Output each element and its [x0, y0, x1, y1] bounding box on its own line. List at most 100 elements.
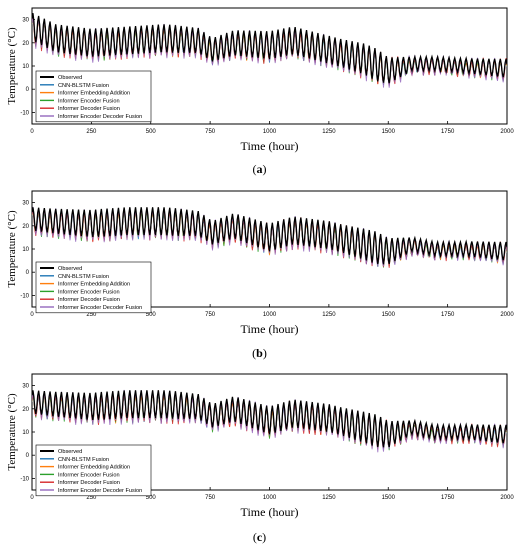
- x-axis-label: Time (hour): [241, 322, 299, 336]
- x-tick: 1500: [382, 121, 396, 135]
- y-tick-label: 0: [26, 270, 30, 276]
- x-tick: 0: [30, 487, 34, 501]
- legend-entry: Observed: [58, 449, 82, 455]
- y-tick-label: 10: [22, 247, 29, 253]
- x-tick-label: 1750: [441, 312, 455, 318]
- caption-c-label: c: [256, 530, 263, 544]
- caption-a: (a): [252, 162, 267, 176]
- legend: Observed CNN-BLSTM Fusion Informer Embeddi…: [35, 444, 152, 497]
- series-group: [32, 206, 507, 268]
- x-tick-label: 750: [205, 495, 216, 501]
- x-tick-label: 1000: [263, 495, 277, 501]
- legend-entry: Informer Encoder Fusion: [58, 98, 120, 104]
- x-tick: 1250: [322, 304, 336, 318]
- y-tick-label: -10: [20, 293, 29, 299]
- legend-box: [35, 70, 152, 123]
- y-tick-label: 20: [22, 407, 29, 413]
- x-tick-label: 1250: [322, 312, 336, 318]
- y-tick: -10: [20, 110, 35, 116]
- x-tick-label: 500: [146, 129, 157, 135]
- legend-entry: CNN-BLSTM Fusion: [58, 457, 109, 463]
- y-tick: 10: [22, 247, 35, 253]
- x-tick: 1250: [322, 487, 336, 501]
- y-tick: 30: [22, 384, 35, 390]
- y-tick: 10: [22, 430, 35, 436]
- legend-entry: Informer Embedding Addition: [58, 91, 130, 97]
- legend-entry: CNN-BLSTM Fusion: [58, 83, 109, 89]
- x-tick-label: 500: [146, 312, 157, 318]
- x-tick-label: 1750: [441, 129, 455, 135]
- x-tick-label: 750: [205, 129, 216, 135]
- chart-panel-c: 0 250 500 750 1000 1250 1500 1750 2000 -10 0 10 20 30…: [0, 366, 519, 550]
- legend: Observed CNN-BLSTM Fusion Informer Embeddi…: [35, 70, 152, 123]
- legend-entry: Informer Encoder Fusion: [58, 472, 120, 478]
- x-tick-label: 1000: [263, 312, 277, 318]
- x-tick: 1750: [441, 304, 455, 318]
- y-tick: 30: [22, 201, 35, 207]
- y-tick: 0: [26, 87, 35, 93]
- x-tick: 1500: [382, 487, 396, 501]
- x-tick: 1250: [322, 121, 336, 135]
- y-tick-label: 0: [26, 87, 30, 93]
- y-tick-label: 30: [22, 201, 29, 207]
- caption-b: (b): [252, 346, 267, 360]
- legend-entry: Informer Encoder Decoder Fusion: [58, 305, 142, 311]
- legend-box: [35, 444, 152, 497]
- y-tick: 10: [22, 64, 35, 70]
- legend-entry: Informer Encoder Decoder Fusion: [58, 114, 142, 120]
- y-axis-label: Temperature (°C): [6, 210, 18, 288]
- x-tick-label: 0: [30, 129, 34, 135]
- series-group: [32, 13, 507, 88]
- x-tick-label: 250: [86, 129, 97, 135]
- series-line-observed: [32, 13, 507, 84]
- line-chart-b: 0 250 500 750 1000 1250 1500 1750 2000 -10 0 10 20 30…: [6, 190, 514, 336]
- x-tick-label: 2000: [500, 495, 514, 501]
- y-tick: -10: [20, 476, 35, 482]
- y-tick-label: 10: [22, 430, 29, 436]
- x-tick: 1750: [441, 121, 455, 135]
- x-tick-label: 0: [30, 495, 34, 501]
- legend-entry: Informer Decoder Fusion: [58, 480, 120, 486]
- x-tick-label: 1000: [263, 129, 277, 135]
- x-tick-label: 1250: [322, 129, 336, 135]
- x-tick: 2000: [500, 121, 514, 135]
- x-axis-label: Time (hour): [241, 139, 299, 153]
- x-tick: 0: [30, 121, 34, 135]
- legend-entry: Informer Decoder Fusion: [58, 106, 120, 112]
- x-tick-label: 2000: [500, 312, 514, 318]
- y-axis-label: Temperature (°C): [6, 393, 18, 471]
- legend-entry: Informer Encoder Fusion: [58, 289, 120, 295]
- y-tick: 0: [26, 453, 35, 459]
- y-tick-label: 20: [22, 41, 29, 47]
- legend-entry: Observed: [58, 75, 82, 81]
- x-axis-label: Time (hour): [241, 505, 299, 519]
- x-tick: 1000: [263, 121, 277, 135]
- y-tick-label: 10: [22, 64, 29, 70]
- y-tick-label: -10: [20, 110, 29, 116]
- x-tick: 2000: [500, 487, 514, 501]
- legend-entry: Observed: [58, 266, 82, 272]
- chart-panel-a: 0 250 500 750 1000 1250 1500 1750 2000 -10 0 10 20 30…: [0, 0, 519, 182]
- y-tick: 0: [26, 270, 35, 276]
- x-tick-label: 0: [30, 312, 34, 318]
- x-tick-label: 1750: [441, 495, 455, 501]
- y-tick-label: 30: [22, 384, 29, 390]
- x-tick: 750: [205, 121, 216, 135]
- line-chart-c: 0 250 500 750 1000 1250 1500 1750 2000 -10 0 10 20 30…: [6, 373, 514, 519]
- x-tick-label: 250: [86, 495, 97, 501]
- legend-entry: Informer Embedding Addition: [58, 465, 130, 471]
- y-tick-label: 0: [26, 453, 30, 459]
- x-tick: 1000: [263, 304, 277, 318]
- x-tick-label: 250: [86, 312, 97, 318]
- x-tick: 1000: [263, 487, 277, 501]
- x-tick: 750: [205, 304, 216, 318]
- legend-entry: Informer Decoder Fusion: [58, 297, 120, 303]
- chart-panel-b: 0 250 500 750 1000 1250 1500 1750 2000 -10 0 10 20 30…: [0, 183, 519, 365]
- x-tick-label: 1500: [382, 129, 396, 135]
- y-tick-label: 20: [22, 224, 29, 230]
- legend-entry: CNN-BLSTM Fusion: [58, 274, 109, 280]
- legend-entry: Informer Embedding Addition: [58, 282, 130, 288]
- legend-box: [35, 261, 152, 314]
- x-tick-label: 2000: [500, 129, 514, 135]
- legend-entry: Informer Encoder Decoder Fusion: [58, 488, 142, 494]
